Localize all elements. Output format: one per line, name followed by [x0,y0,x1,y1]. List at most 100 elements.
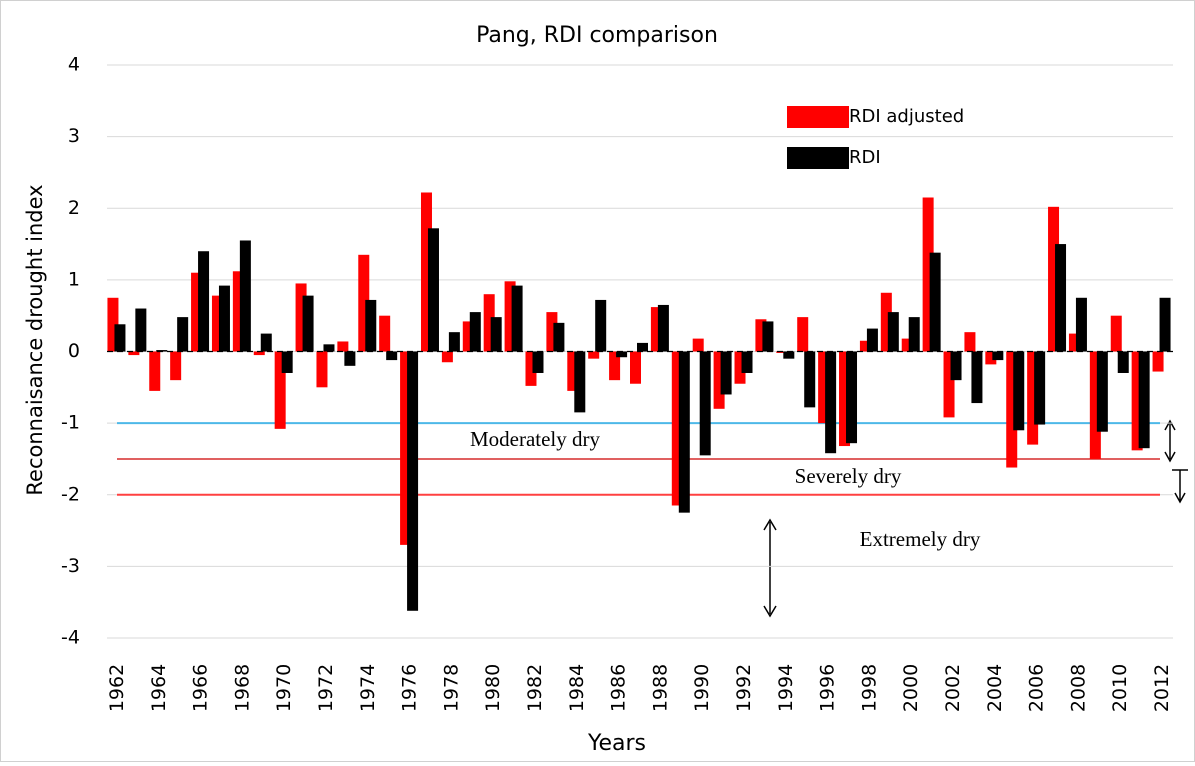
bar [1152,351,1164,372]
x-tick-label: 1964 [148,664,170,712]
x-tick-label: 2000 [900,664,922,712]
bar [281,351,293,373]
bar [483,294,495,352]
x-tick-label: 1992 [733,664,755,712]
bar [1096,351,1108,432]
bar [887,312,899,352]
bar [839,351,851,447]
bar [420,192,432,352]
bar [734,351,746,384]
bar [1159,297,1171,352]
bar [574,351,586,413]
x-tick-label: 2002 [942,664,964,712]
legend-swatch [787,147,849,169]
x-tick-label: 1990 [691,664,713,712]
bar [880,292,892,352]
x-tick-label: 1962 [106,664,128,712]
bar [170,351,182,381]
bar [1055,244,1067,352]
bar [546,312,558,352]
x-tick-label: 1996 [817,664,839,712]
x-tick-label: 1968 [231,664,253,712]
x-tick-label: 2008 [1067,664,1089,712]
bar [929,252,941,352]
y-tick-label: -3 [61,555,80,577]
bar [825,351,837,454]
bar [337,341,349,352]
bar [1117,351,1129,373]
x-tick-label: 1978 [440,664,462,712]
bar [344,351,356,366]
bar [302,295,314,352]
x-tick-label: 2004 [984,664,1006,712]
x-tick-label: 1986 [608,664,630,712]
x-tick-label: 1994 [775,664,797,712]
bar [400,351,412,545]
y-tick-label: 1 [68,268,80,290]
bar [553,322,565,352]
bar [156,350,168,352]
bar [650,307,662,352]
bar [922,197,934,352]
bar [762,321,774,352]
bar [741,351,753,373]
bar [588,351,600,359]
bar [504,281,516,352]
bar [323,344,335,352]
bar [107,297,119,352]
y-tick-label: 2 [68,197,80,219]
x-tick-label: 2010 [1109,664,1131,712]
bar [525,351,537,386]
bar [1068,333,1080,352]
legend-swatch [787,106,849,128]
bar [260,333,272,352]
bar [755,319,767,352]
bar [427,228,439,352]
bar [469,312,481,352]
bar [616,351,628,358]
y-tick-label: -2 [61,483,80,505]
bar [846,351,858,444]
bar [713,351,725,409]
legend-label: RDI adjusted [849,106,964,127]
bar [950,351,962,381]
x-tick-label: 1966 [190,664,212,712]
bar [1013,351,1025,431]
bar [232,271,244,352]
bar [358,254,370,352]
bar [462,321,474,352]
bar [720,351,732,395]
bar [783,351,795,359]
bar [211,295,223,352]
bar [1048,206,1060,352]
bar [198,251,210,352]
bar [567,351,579,391]
y-tick-label: -1 [61,412,80,434]
bar [128,351,140,356]
reference-label: Extremely dry [860,527,981,551]
bar [699,351,711,456]
bar [678,351,690,513]
bar [1075,297,1087,352]
bar [657,304,669,352]
bar [964,332,976,352]
x-tick-label: 1982 [524,664,546,712]
bar [490,317,502,352]
bar [448,332,460,352]
y-tick-label: 3 [68,125,80,147]
bar [511,285,523,352]
x-tick-label: 1980 [482,664,504,712]
bar [1006,351,1018,468]
bar [818,351,830,424]
reference-label: Severely dry [795,464,902,488]
x-axis-label: Years [587,731,646,756]
bar [671,351,683,506]
bar [776,351,788,353]
bar [149,351,161,391]
y-tick-label: -4 [61,627,80,649]
x-tick-label: 1984 [566,664,588,712]
bar [295,283,307,352]
y-axis-label: Reconnaisance drought index [23,184,47,495]
bar [992,351,1004,361]
